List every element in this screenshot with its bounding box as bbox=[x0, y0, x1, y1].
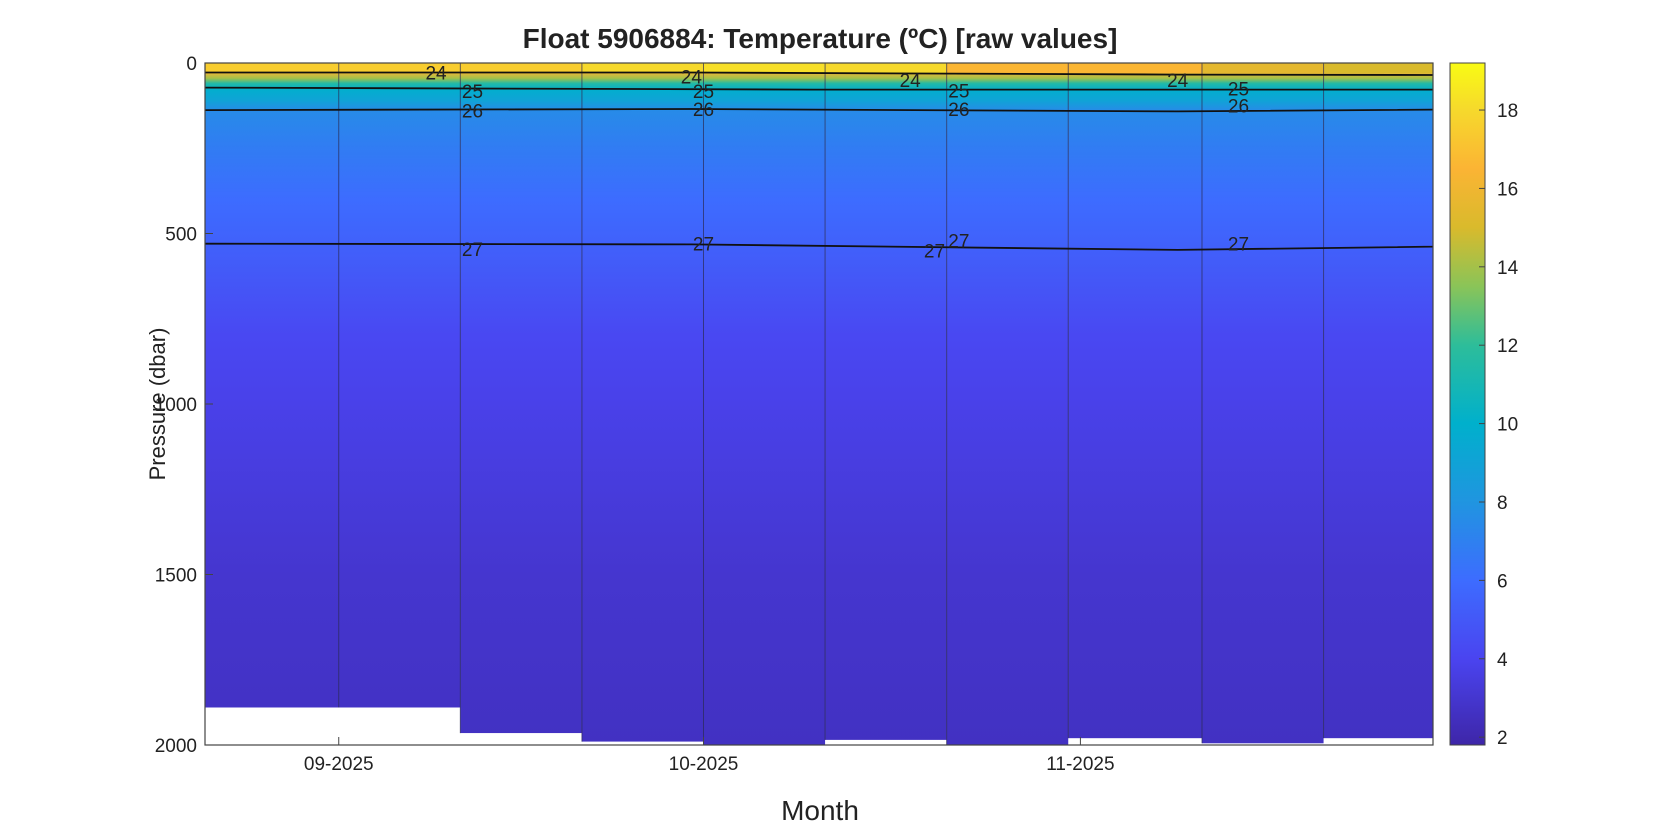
y-axis-label: Pressure (dbar) bbox=[145, 328, 170, 481]
colorbar-tick-label: 6 bbox=[1497, 571, 1508, 592]
contour-label: 25 bbox=[462, 82, 483, 103]
contour-label: 25 bbox=[693, 82, 714, 103]
x-axis-ticks: 09-2025 10-2025 11-2025 bbox=[304, 737, 1115, 775]
surface-cell bbox=[205, 63, 461, 74]
profile-cell bbox=[703, 63, 826, 745]
contour-25 bbox=[205, 86, 1433, 91]
y-axis-ticks: 0 500 1000 1500 2000 bbox=[155, 54, 213, 757]
surface-cell bbox=[825, 63, 947, 74]
contour-24 bbox=[205, 71, 1433, 76]
contour-27 bbox=[205, 242, 1433, 251]
contour-label: 25 bbox=[1228, 80, 1249, 101]
colorbar-tick-label: 12 bbox=[1497, 336, 1518, 357]
y-tick-label: 2000 bbox=[155, 736, 197, 757]
profile-cell bbox=[946, 63, 1069, 745]
x-tick-label: 10-2025 bbox=[669, 754, 739, 775]
contour-label: 25 bbox=[948, 81, 969, 102]
contour-label: 27 bbox=[924, 242, 945, 263]
contour-label: 26 bbox=[1228, 97, 1249, 118]
x-tick-label: 09-2025 bbox=[304, 754, 374, 775]
contour-label: 24 bbox=[900, 71, 922, 92]
contour-label: 24 bbox=[1167, 71, 1189, 92]
x-axis-label: Month bbox=[781, 795, 859, 826]
contour-label: 24 bbox=[425, 64, 447, 85]
y-tick-label: 500 bbox=[165, 225, 197, 246]
contour-26 bbox=[205, 108, 1433, 113]
contour-label: 24 bbox=[681, 68, 703, 89]
profile-cell bbox=[1323, 63, 1433, 739]
contour-label: 26 bbox=[948, 100, 969, 121]
colorbar-tick-label: 4 bbox=[1497, 650, 1508, 671]
colorbar-scale bbox=[1449, 62, 1486, 746]
y-tick-label: 1500 bbox=[155, 566, 197, 587]
colorbar-tick-label: 2 bbox=[1497, 728, 1508, 749]
colorbar-tick-label: 10 bbox=[1497, 415, 1518, 436]
contour-label: 27 bbox=[948, 231, 969, 252]
contour-label: 27 bbox=[462, 240, 483, 261]
profile-cell bbox=[1201, 63, 1324, 744]
profile-cell bbox=[825, 63, 947, 740]
colorbar-tick-label: 14 bbox=[1497, 258, 1519, 279]
colorbar-tick-label: 8 bbox=[1497, 493, 1508, 514]
chart-title: Float 5906884: Temperature (ºC) [raw val… bbox=[523, 23, 1118, 54]
contour-label: 26 bbox=[693, 100, 714, 121]
temperature-cells bbox=[205, 63, 1433, 745]
surface-cell bbox=[703, 63, 826, 74]
y-tick-label: 1000 bbox=[155, 395, 197, 416]
profile-cell bbox=[205, 63, 461, 708]
contour-label: 26 bbox=[462, 102, 483, 123]
colorbar-ticks: 2 4 6 8 10 12 14 16 18 bbox=[1479, 101, 1519, 749]
contour-label: 27 bbox=[693, 235, 714, 256]
colorbar: 2 4 6 8 10 12 14 16 18 bbox=[1449, 62, 1519, 749]
contour-label: 27 bbox=[1228, 235, 1249, 256]
profile-lines bbox=[338, 63, 1325, 745]
profile-cell bbox=[460, 63, 582, 734]
profile-cell bbox=[581, 63, 704, 742]
surface-cell bbox=[946, 63, 1069, 74]
surface-cell bbox=[581, 63, 704, 74]
surface-cell bbox=[1323, 63, 1433, 74]
colorbar-tick-label: 16 bbox=[1497, 179, 1518, 200]
y-tick-label: 0 bbox=[186, 54, 197, 75]
surface-cell bbox=[1068, 63, 1202, 74]
contour-lines bbox=[205, 71, 1433, 251]
surface-cell bbox=[460, 63, 582, 74]
colorbar-tick-label: 18 bbox=[1497, 101, 1518, 122]
x-tick-label: 11-2025 bbox=[1046, 754, 1114, 775]
surface-cell bbox=[1201, 63, 1324, 74]
profile-cell bbox=[1068, 63, 1202, 739]
